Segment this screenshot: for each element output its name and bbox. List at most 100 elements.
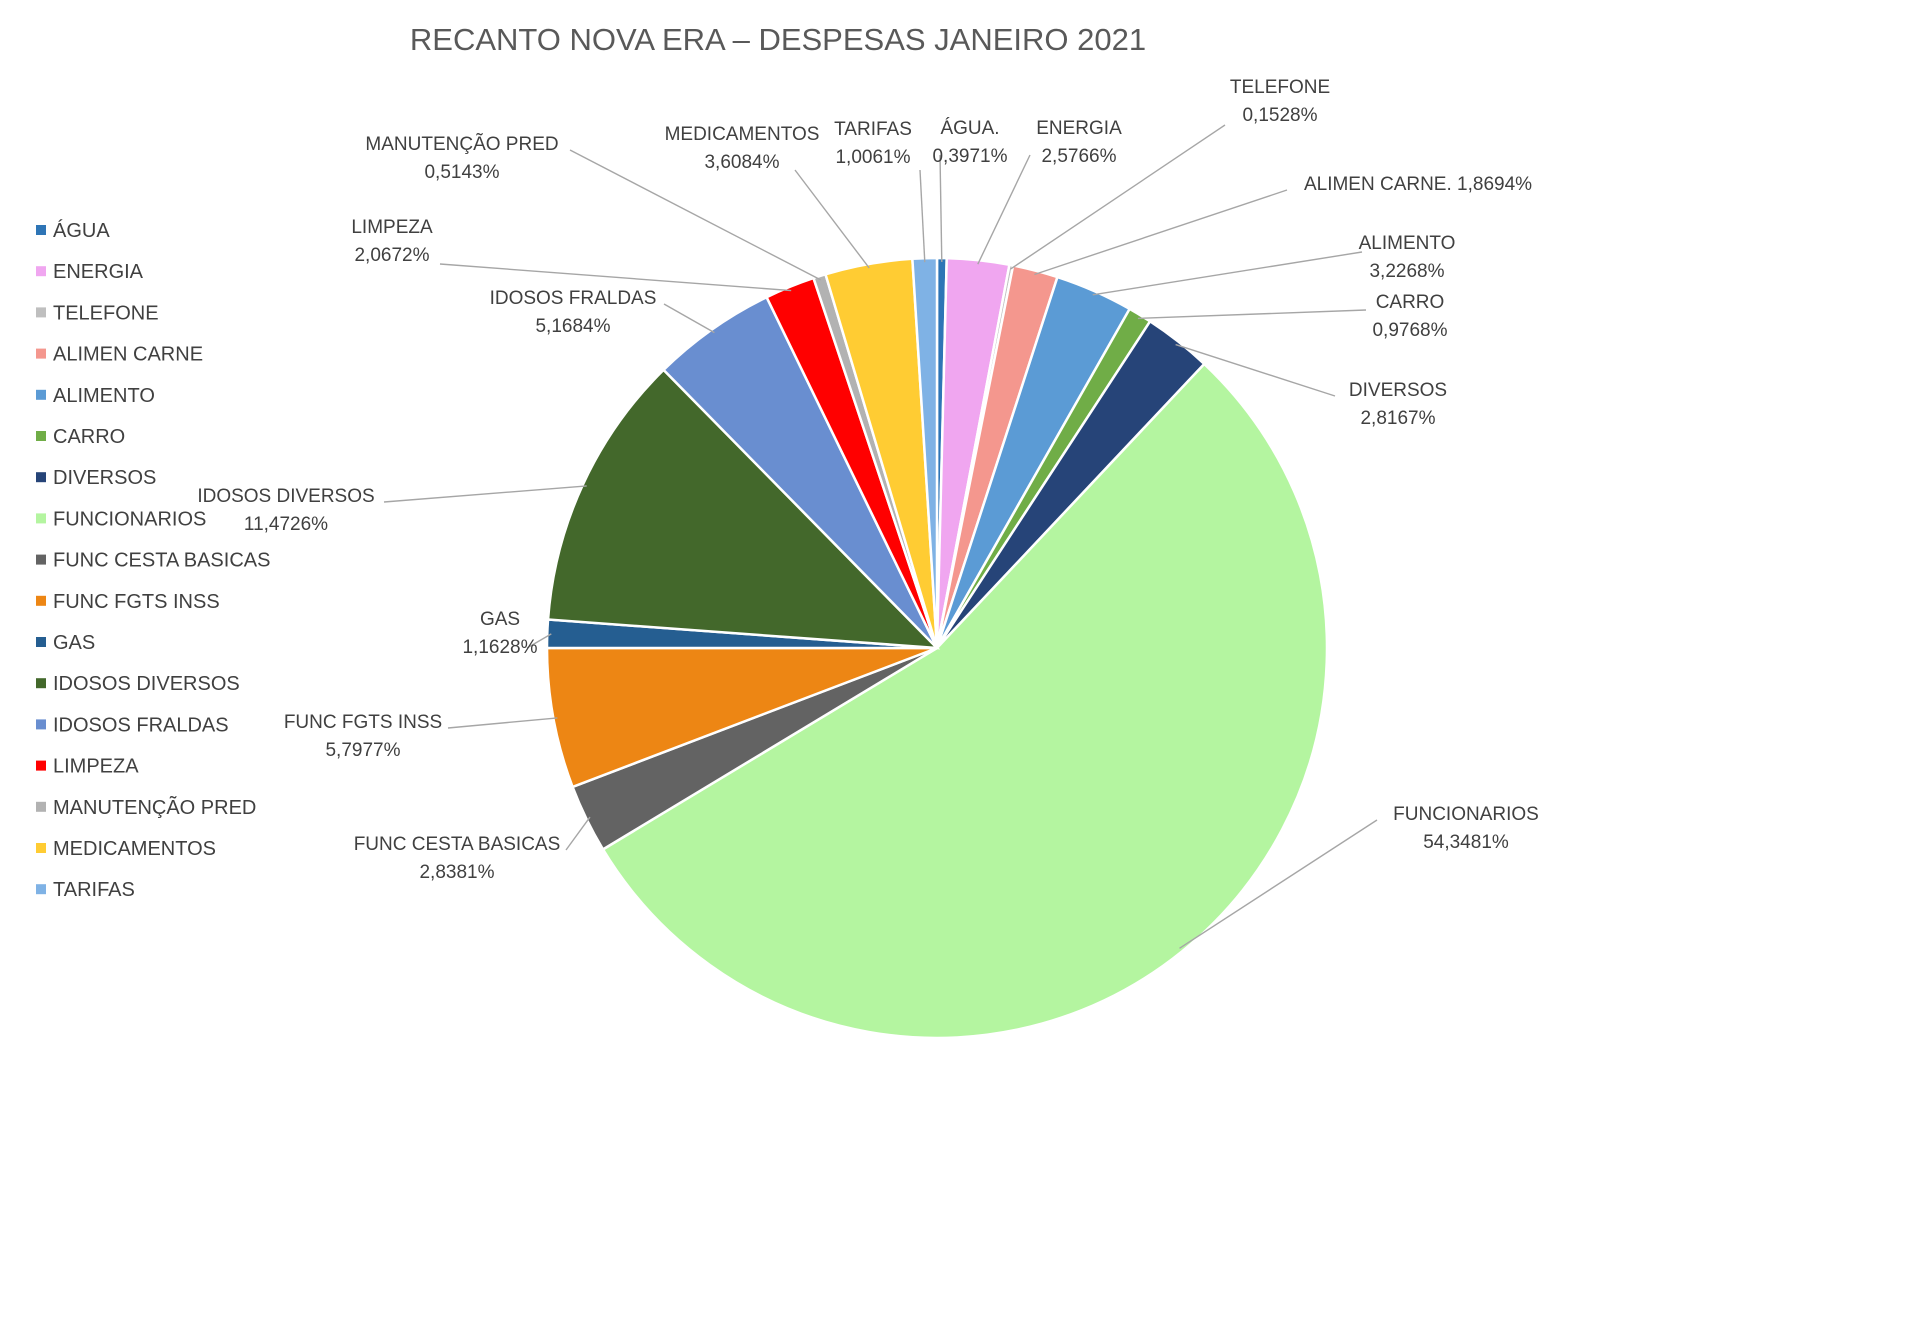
legend-item-gas: GAS	[36, 632, 95, 654]
legend-item-func-cesta-basicas: FUNC CESTA BASICAS	[36, 550, 270, 572]
legend-item-limpeza: LIMPEZA	[36, 756, 139, 778]
legend-label-diversos: DIVERSOS	[53, 467, 156, 489]
legend-label-alimento: ALIMENTO	[53, 385, 155, 407]
legend-label-manutencao-pred: MANUTENÇÃO PRED	[53, 795, 256, 819]
chart-title: RECANTO NOVA ERA – DESPESAS JANEIRO 2021	[410, 22, 1146, 57]
data-label-value-carro: 0,9768%	[1372, 320, 1447, 341]
legend-item-diversos: DIVERSOS	[36, 467, 156, 489]
legend-swatch-carro	[36, 431, 46, 441]
legend-item-idosos-fraldas: IDOSOS FRALDAS	[36, 714, 229, 736]
legend-label-carro: CARRO	[53, 426, 125, 448]
leader-line-idosos-diversos	[383, 485, 587, 503]
data-label-value-medicamentos: 3,6084%	[704, 152, 779, 173]
leader-line-alimento	[1092, 251, 1363, 296]
legend-swatch-idosos-diversos	[36, 678, 46, 689]
leader-line-carro	[1137, 309, 1367, 320]
legend-label-medicamentos: MEDICAMENTOS	[53, 838, 216, 860]
data-label-name-alimento: ALIMENTO	[1359, 233, 1456, 254]
data-label-value-diversos: 2,8167%	[1360, 408, 1435, 429]
data-label-value-func-cesta-basicas: 2,8381%	[419, 862, 494, 883]
pie-slices	[545, 256, 1329, 1040]
data-label-value-energia: 2,5766%	[1041, 146, 1116, 167]
legend-label-energia: ENERGIA	[53, 261, 144, 283]
leader-line-telefone	[1010, 124, 1226, 270]
data-label-name-gas: GAS	[480, 609, 520, 630]
leader-line-alimen-carne	[1034, 189, 1288, 276]
data-label-value-funcionarios: 54,3481%	[1423, 832, 1509, 853]
leader-line-tarifas	[919, 169, 926, 263]
legend-swatch-limpeza	[36, 760, 46, 771]
legend-item-medicamentos: MEDICAMENTOS	[36, 838, 216, 860]
legend-swatch-energia	[36, 266, 46, 277]
data-label-name-limpeza: LIMPEZA	[351, 217, 433, 238]
legend-swatch-manutencao-pred	[36, 801, 46, 812]
leader-line-medicamentos	[794, 169, 870, 269]
legend-swatch-idosos-fraldas	[36, 719, 46, 730]
legend-swatch-funcionarios	[36, 513, 46, 524]
leader-line-manutencao-pred	[569, 149, 822, 281]
pie-slice-idosos-diversos	[546, 368, 941, 650]
legend-item-func-fgts-inss: FUNC FGTS INSS	[36, 591, 220, 613]
legend-item-alimen-carne: ALIMEN CARNE	[36, 344, 203, 366]
leader-line-agua	[939, 154, 943, 263]
data-label-value-idosos-fraldas: 5,1684%	[535, 316, 610, 337]
legend-swatch-tarifas	[36, 884, 46, 895]
legend-label-limpeza: LIMPEZA	[53, 756, 139, 778]
legend-item-agua: ÁGUA	[36, 219, 110, 242]
legend-item-manutencao-pred: MANUTENÇÃO PRED	[36, 795, 256, 819]
pie-slice-funcionarios	[601, 362, 1329, 1040]
legend-swatch-telefone	[36, 307, 46, 318]
legend-swatch-alimen-carne	[36, 348, 46, 359]
leader-line-idosos-fraldas	[663, 303, 715, 334]
legend-label-gas: GAS	[53, 632, 95, 654]
leader-line-func-fgts-inss	[447, 717, 558, 729]
data-label-name-energia: ENERGIA	[1036, 118, 1122, 139]
legend-swatch-gas	[36, 637, 46, 647]
leader-line-func-cesta-basicas	[565, 816, 591, 851]
data-label-value-agua: 0,3971%	[932, 146, 1007, 167]
legend-label-telefone: TELEFONE	[53, 302, 159, 324]
data-label-name-carro: CARRO	[1376, 292, 1445, 313]
legend-item-idosos-diversos: IDOSOS DIVERSOS	[36, 673, 240, 695]
leader-line-diversos	[1175, 343, 1336, 397]
legend-swatch-func-cesta-basicas	[36, 554, 46, 565]
legend-item-funcionarios: FUNCIONARIOS	[36, 508, 206, 530]
data-label-name-func-fgts-inss: FUNC FGTS INSS	[284, 712, 442, 733]
data-label-name-medicamentos: MEDICAMENTOS	[665, 124, 820, 145]
legend-swatch-medicamentos	[36, 843, 46, 853]
legend-label-idosos-fraldas: IDOSOS FRALDAS	[53, 714, 229, 736]
data-label-value-limpeza: 2,0672%	[354, 245, 429, 266]
data-label-name-agua: ÁGUA.	[940, 118, 999, 139]
data-labels: ÁGUA. 0,3971% ENERGIA 2,5766% TELEFONE 0,1528…	[197, 77, 1539, 883]
legend-swatch-alimento	[36, 389, 46, 400]
leader-line-energia	[977, 154, 1031, 265]
pie-chart: RECANTO NOVA ERA – DESPESAS JANEIRO 2021…	[36, 22, 1539, 1040]
data-label-name-tarifas: TARIFAS	[834, 119, 912, 140]
data-label-alimen-carne: ALIMEN CARNE. 1,8694%	[1304, 174, 1532, 195]
legend-item-energia: ENERGIA	[36, 261, 144, 283]
pie-chart-canvas: RECANTO NOVA ERA – DESPESAS JANEIRO 2021…	[36, 22, 1539, 1040]
data-label-value-manutencao-pred: 0,5143%	[424, 162, 499, 183]
legend-label-funcionarios: FUNCIONARIOS	[53, 508, 206, 530]
data-label-value-alimento: 3,2268%	[1369, 261, 1444, 282]
data-label-value-idosos-diversos: 11,4726%	[244, 514, 328, 535]
data-label-name-funcionarios: FUNCIONARIOS	[1393, 804, 1539, 825]
legend-swatch-func-fgts-inss	[36, 595, 46, 606]
data-label-name-diversos: DIVERSOS	[1349, 380, 1447, 401]
legend-label-idosos-diversos: IDOSOS DIVERSOS	[53, 673, 240, 695]
legend-label-func-cesta-basicas: FUNC CESTA BASICAS	[53, 550, 270, 572]
legend-swatch-diversos	[36, 472, 46, 483]
legend-label-tarifas: TARIFAS	[53, 879, 135, 901]
data-label-name-manutencao-pred: MANUTENÇÃO PRED	[365, 133, 558, 155]
data-label-name-func-cesta-basicas: FUNC CESTA BASICAS	[354, 834, 561, 855]
legend-item-tarifas: TARIFAS	[36, 879, 135, 901]
legend: ÁGUA ENERGIA TELEFONE ALIMEN CARNE ALIMENTO C…	[36, 219, 270, 901]
legend-label-agua: ÁGUA	[53, 219, 110, 242]
legend-label-alimen-carne: ALIMEN CARNE	[53, 344, 203, 366]
data-label-name-telefone: TELEFONE	[1230, 77, 1330, 98]
data-label-name-idosos-diversos: IDOSOS DIVERSOS	[197, 486, 374, 507]
data-label-value-func-fgts-inss: 5,7977%	[325, 740, 400, 761]
legend-label-func-fgts-inss: FUNC FGTS INSS	[53, 591, 220, 613]
data-label-value-telefone: 0,1528%	[1242, 105, 1317, 126]
data-label-value-tarifas: 1,0061%	[835, 147, 910, 168]
